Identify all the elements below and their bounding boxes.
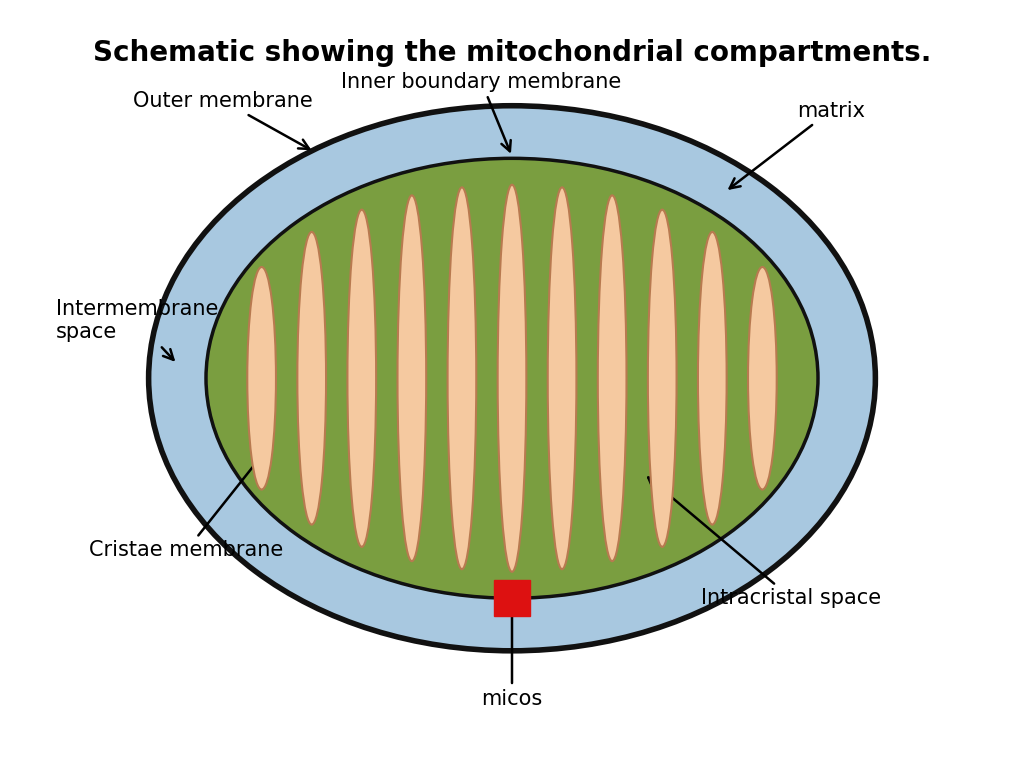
Text: Inner boundary membrane: Inner boundary membrane <box>341 72 622 151</box>
Text: micos: micos <box>481 604 543 709</box>
Ellipse shape <box>347 210 376 547</box>
Ellipse shape <box>148 106 876 650</box>
Ellipse shape <box>648 210 677 547</box>
Text: Schematic showing the mitochondrial compartments.: Schematic showing the mitochondrial comp… <box>93 39 931 67</box>
Ellipse shape <box>247 267 276 489</box>
Ellipse shape <box>297 232 326 525</box>
Ellipse shape <box>598 195 627 561</box>
Text: Intermembrane
space: Intermembrane space <box>56 300 218 360</box>
Ellipse shape <box>498 185 526 572</box>
Text: Intracristal space: Intracristal space <box>648 478 882 608</box>
Ellipse shape <box>397 195 426 561</box>
Ellipse shape <box>698 232 727 525</box>
Text: Outer membrane: Outer membrane <box>133 91 313 149</box>
Ellipse shape <box>206 158 818 598</box>
Ellipse shape <box>447 187 476 569</box>
Bar <box>494 580 530 617</box>
Text: matrix: matrix <box>730 101 865 188</box>
Ellipse shape <box>548 187 577 569</box>
Ellipse shape <box>748 267 777 489</box>
Text: Cristae membrane: Cristae membrane <box>89 455 284 561</box>
